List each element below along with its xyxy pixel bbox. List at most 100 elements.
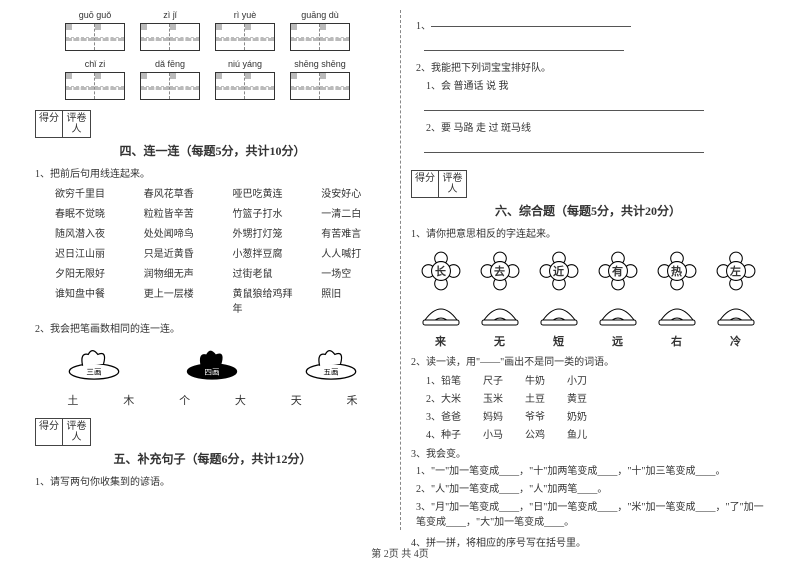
question-text: 1、把前后句用线连起来。: [35, 165, 390, 180]
pinyin-label: chǐ zi: [65, 59, 125, 69]
match-item: 更上一层楼: [144, 285, 213, 315]
match-item: 小葱拌豆腐: [233, 245, 302, 260]
match-item: 没安好心: [321, 185, 390, 200]
writing-box[interactable]: [290, 72, 350, 100]
flower-icon: 长: [420, 250, 462, 292]
match-item: 春眠不觉晓: [55, 205, 124, 220]
fill-blank-line: 2、"人"加一笔变成____，"人"加两笔____。: [416, 482, 765, 497]
blank-line[interactable]: [424, 141, 704, 153]
pinyin-label: niú yáng: [215, 59, 275, 69]
match-row: 迟日江山丽 只是近黄昏 小葱拌豆腐 人人喊打: [55, 245, 390, 260]
fan-char: 无: [479, 333, 521, 349]
section-5-title: 五、补充句子（每题6分，共计12分）: [35, 450, 390, 467]
answer-line: 1、: [416, 13, 765, 34]
match-item: 外甥打灯笼: [233, 225, 302, 240]
char-item: 大: [235, 392, 246, 408]
fill-blank-line: 1、"一"加一笔变成____，"十"加两笔变成____，"十"加三笔变成____…: [416, 464, 765, 479]
writing-box[interactable]: [65, 72, 125, 100]
answer-line: [416, 97, 765, 118]
right-column: 1、 2、我能把下列词宝宝排好队。 1、会 普通话 说 我 2、要 马路 走 过…: [401, 10, 775, 540]
char-item: 木: [123, 392, 134, 408]
flower-icon: 热: [656, 250, 698, 292]
question-text: 1、请你把意思相反的字连起来。: [411, 225, 765, 240]
word-order-line: 2、要 马路 走 过 斑马线: [426, 121, 765, 136]
matching-block: 欲穷千里目 春风花草香 哑巴吃黄连 没安好心 春眠不觉晓 粒粒皆辛苦 竹篮子打水…: [35, 185, 390, 315]
match-row: 夕阳无限好 润物细无声 过街老鼠 一场空: [55, 265, 390, 280]
fan-icon: 远: [597, 302, 639, 349]
stroke-label-icon: 四画: [177, 343, 247, 384]
blank-line[interactable]: [431, 15, 631, 27]
fan-icon: 来: [420, 302, 462, 349]
match-item: 有苦难言: [321, 225, 390, 240]
pinyin-label: guō guǒ: [65, 10, 125, 20]
flower-char: 去: [494, 263, 505, 279]
word-list: 3、爸爸妈妈爷爷奶奶: [426, 408, 765, 423]
score-cell: 得分: [35, 418, 63, 446]
fan-char: 右: [656, 333, 698, 349]
char-item: 天: [291, 392, 302, 408]
question-text: 1、请写两句你收集到的谚语。: [35, 473, 390, 488]
match-row: 欲穷千里目 春风花草香 哑巴吃黄连 没安好心: [55, 185, 390, 200]
svg-text:四画: 四画: [205, 367, 220, 376]
match-row: 春眠不觉晓 粒粒皆辛苦 竹篮子打水 一清二白: [55, 205, 390, 220]
char-item: 个: [179, 392, 190, 408]
flower-char: 近: [553, 263, 564, 279]
grader-cell: 评卷人: [63, 418, 91, 446]
svg-text:五画: 五画: [323, 367, 338, 376]
pinyin-label: zì jǐ: [140, 10, 200, 20]
fan-char: 冷: [715, 333, 757, 349]
fan-icon: 冷: [715, 302, 757, 349]
match-item: 夕阳无限好: [55, 265, 124, 280]
match-item: 照旧: [321, 285, 390, 315]
fan-icon: 无: [479, 302, 521, 349]
char-item: 土: [67, 392, 78, 408]
match-item: 哑巴吃黄连: [233, 185, 302, 200]
writing-box[interactable]: [65, 23, 125, 51]
stroke-images-row: 三画 四画 五画: [35, 343, 390, 384]
grader-cell: 评卷人: [439, 170, 467, 198]
fan-char: 来: [420, 333, 462, 349]
fan-char: 远: [597, 333, 639, 349]
answer-line: [416, 37, 765, 58]
answer-line: [416, 139, 765, 160]
match-item: 只是近黄昏: [144, 245, 213, 260]
pinyin-label: shēng shēng: [290, 59, 350, 69]
section-6-title: 六、综合题（每题5分，共计20分）: [411, 202, 765, 219]
svg-text:三画: 三画: [87, 367, 102, 376]
question-text: 2、我能把下列词宝宝排好队。: [416, 61, 765, 76]
writing-box[interactable]: [215, 23, 275, 51]
match-item: 人人喊打: [321, 245, 390, 260]
word-list: 1、铅笔尺子牛奶小刀: [426, 372, 765, 387]
writing-box[interactable]: [140, 23, 200, 51]
grader-cell: 评卷人: [63, 110, 91, 138]
score-box: 得分 评卷人: [35, 418, 390, 446]
score-cell: 得分: [411, 170, 439, 198]
flower-char: 热: [671, 263, 682, 279]
match-item: 过街老鼠: [233, 265, 302, 280]
pinyin-label: guāng dù: [290, 10, 350, 20]
pinyin-row: guō guǒ zì jǐ rì yuè guāng dù: [65, 10, 390, 20]
fan-icon: 右: [656, 302, 698, 349]
writing-box[interactable]: [290, 23, 350, 51]
match-item: 粒粒皆辛苦: [144, 205, 213, 220]
fill-blank-line: 3、"月"加一笔变成____，"日"加一笔变成____，"米"加一笔变成____…: [416, 500, 765, 530]
char-item: 禾: [347, 392, 358, 408]
flower-row: 长 去 近 有 热 左: [411, 250, 765, 292]
match-item: 黄鼠狼给鸡拜年: [233, 285, 302, 315]
pinyin-label: dǎ fēng: [140, 59, 200, 69]
writing-box[interactable]: [215, 72, 275, 100]
writing-box[interactable]: [140, 72, 200, 100]
score-cell: 得分: [35, 110, 63, 138]
blank-line[interactable]: [424, 99, 704, 111]
flower-char: 长: [435, 263, 446, 279]
blank-line[interactable]: [424, 39, 624, 51]
flower-icon: 去: [479, 250, 521, 292]
fan-char: 短: [538, 333, 580, 349]
match-row: 随风潜入夜 处处闻啼鸟 外甥打灯笼 有苦难言: [55, 225, 390, 240]
word-list: 2、大米玉米土豆黄豆: [426, 390, 765, 405]
match-item: 谁知盘中餐: [55, 285, 124, 315]
flower-icon: 近: [538, 250, 580, 292]
match-item: 处处闻啼鸟: [144, 225, 213, 240]
fan-icon: 短: [538, 302, 580, 349]
flower-icon: 有: [597, 250, 639, 292]
